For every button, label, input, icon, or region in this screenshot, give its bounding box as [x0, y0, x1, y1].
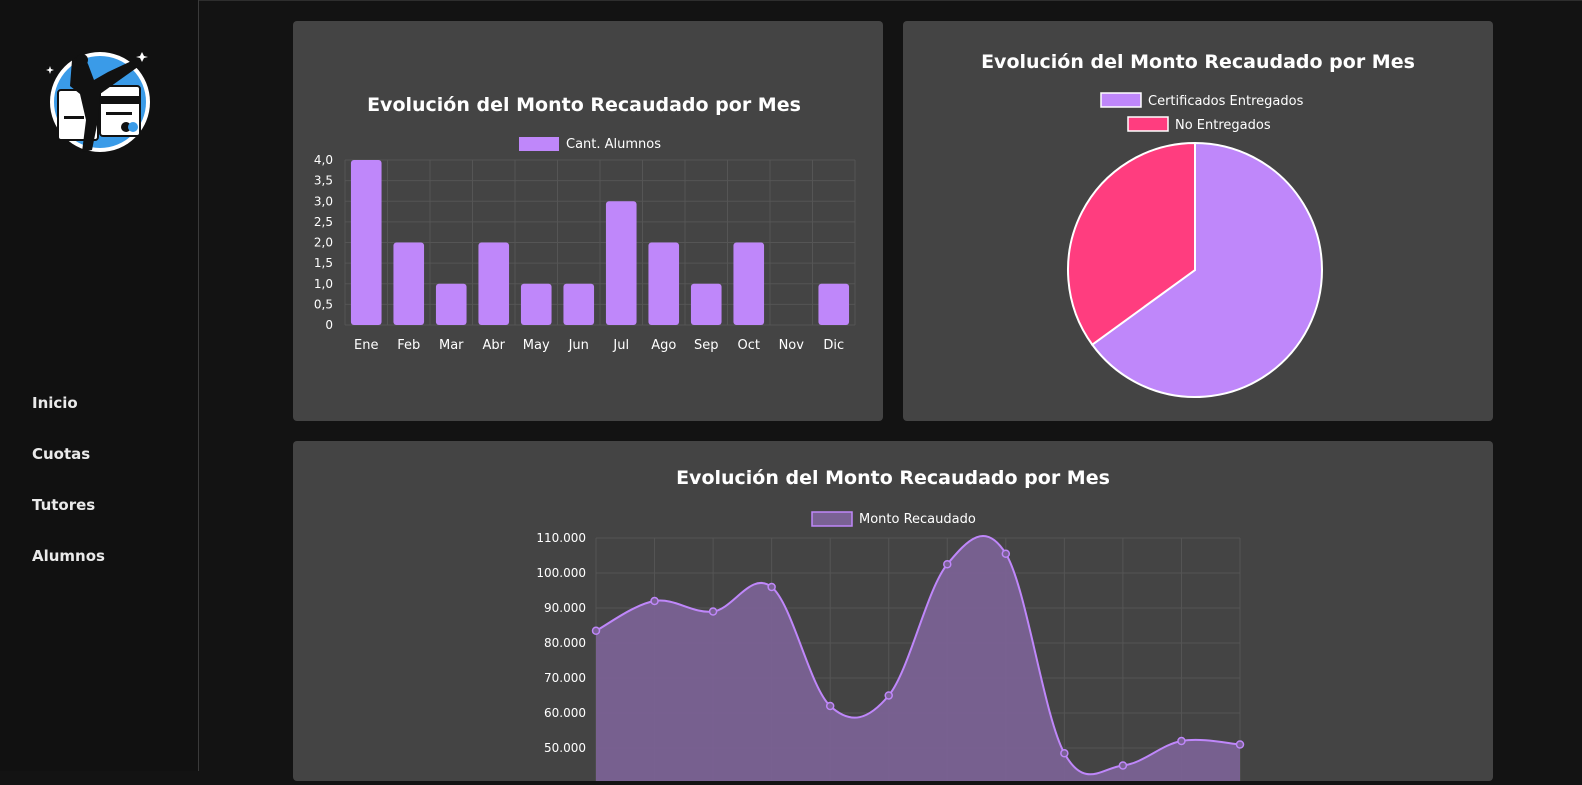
bar-x-tick-label: Jul	[612, 338, 629, 353]
bar-x-tick-label: Mar	[439, 338, 464, 353]
bar-mar[interactable]	[435, 283, 467, 325]
bar-oct[interactable]	[733, 242, 765, 326]
logo-karate-card-icon[interactable]	[42, 50, 160, 160]
bar-ago[interactable]	[648, 242, 680, 326]
bar-y-tick-label: 0	[325, 318, 333, 332]
line-y-tick-label: 60.000	[544, 706, 586, 720]
bar-chart-title: Evolución del Monto Recaudado por Mes	[367, 94, 801, 116]
line-point[interactable]	[1118, 761, 1128, 770]
sidebar-item-inicio[interactable]: Inicio	[32, 394, 78, 412]
sidebar-item-tutores[interactable]: Tutores	[32, 496, 96, 514]
line-point[interactable]	[884, 691, 893, 700]
line-chart: Evolución del Monto Recaudado por Mes Mo…	[536, 467, 1245, 783]
bar-x-tick-label: Jun	[568, 338, 589, 353]
sidebar-item-cuotas[interactable]: Cuotas	[32, 445, 91, 463]
line-y-tick-label: 90.000	[544, 601, 586, 615]
sidebar-nav: Inicio Cuotas Tutores Alumnos	[32, 392, 105, 596]
bar-y-tick-label: 1,0	[314, 277, 333, 291]
line-point[interactable]	[591, 626, 601, 635]
bar-sep[interactable]	[690, 283, 722, 325]
pie-legend-swatch-certificados[interactable]	[1100, 92, 1142, 108]
sidebar-item-alumnos[interactable]: Alumnos	[32, 547, 105, 565]
pie-slice-certificados-entregados[interactable]	[1090, 141, 1323, 398]
bar-chart-card: Evolución del Monto Recaudado por Mes Ca…	[293, 21, 883, 421]
bar-y-tick-label: 1,5	[314, 256, 333, 270]
line-y-tick-label: 110.000	[536, 531, 586, 545]
bar-x-tick-label: Ago	[651, 338, 676, 353]
bar-y-tick-label: 3,5	[314, 174, 333, 188]
bar-abr[interactable]	[478, 242, 510, 326]
pie-legend-label-certificados[interactable]: Certificados Entregados	[1148, 94, 1304, 109]
bar-x-tick-label: Sep	[694, 338, 719, 353]
line-point[interactable]	[708, 607, 718, 616]
bar-jul[interactable]	[605, 201, 637, 325]
line-y-tick-label: 70.000	[544, 671, 586, 685]
bar-y-tick-label: 3,0	[314, 194, 333, 208]
line-point[interactable]	[767, 582, 776, 592]
bar-jun[interactable]	[563, 283, 595, 325]
line-y-tick-label: 80.000	[544, 636, 586, 650]
bar-dic[interactable]	[818, 283, 850, 325]
bar-x-tick-label: Oct	[738, 338, 760, 353]
bar-y-tick-label: 2,0	[314, 236, 333, 250]
pie-slice-no-entregados[interactable]	[1067, 141, 1196, 347]
bar-x-tick-label: Abr	[483, 338, 506, 353]
line-y-tick-label: 50.000	[544, 741, 586, 755]
bar-y-tick-label: 2,5	[314, 215, 333, 229]
bar-y-tick-label: 4,0	[314, 153, 333, 167]
line-legend-swatch[interactable]	[811, 511, 853, 527]
pie-chart-card: Evolución del Monto Recaudado por Mes Ce…	[903, 21, 1493, 421]
line-chart-title: Evolución del Monto Recaudado por Mes	[676, 467, 1110, 489]
sidebar: Inicio Cuotas Tutores Alumnos	[0, 0, 199, 771]
top-border	[0, 0, 1582, 1]
line-point[interactable]	[943, 560, 952, 569]
pie-chart: Evolución del Monto Recaudado por Mes Ce…	[981, 51, 1415, 398]
bar-may[interactable]	[520, 283, 552, 325]
line-y-tick-label: 100.000	[536, 566, 586, 580]
bar-legend-swatch[interactable]	[519, 137, 559, 151]
line-chart-card: Evolución del Monto Recaudado por Mes Mo…	[293, 441, 1493, 783]
bar-feb[interactable]	[393, 242, 425, 326]
bar-x-tick-label: May	[523, 338, 550, 353]
bar-x-tick-label: Nov	[779, 338, 805, 353]
pie-legend-swatch-no-entregados[interactable]	[1127, 116, 1169, 132]
pie-legend-label-no-entregados[interactable]: No Entregados	[1175, 118, 1271, 133]
line-point[interactable]	[1001, 549, 1011, 558]
line-point[interactable]	[825, 701, 835, 711]
line-point[interactable]	[650, 596, 659, 606]
line-point[interactable]	[1235, 740, 1245, 749]
bar-chart: Evolución del Monto Recaudado por Mes Ca…	[314, 94, 856, 353]
line-legend-label[interactable]: Monto Recaudado	[859, 512, 976, 527]
line-area-fill	[596, 535, 1240, 783]
bar-y-tick-label: 0,5	[314, 297, 333, 311]
pie-chart-title: Evolución del Monto Recaudado por Mes	[981, 51, 1415, 73]
bar-ene[interactable]	[350, 160, 382, 325]
bar-legend-label[interactable]: Cant. Alumnos	[566, 137, 661, 152]
line-point[interactable]	[1177, 736, 1186, 746]
bar-x-tick-label: Ene	[354, 338, 378, 353]
bar-x-tick-label: Dic	[823, 338, 844, 353]
bar-x-tick-label: Feb	[397, 338, 420, 353]
line-point[interactable]	[1060, 749, 1069, 758]
